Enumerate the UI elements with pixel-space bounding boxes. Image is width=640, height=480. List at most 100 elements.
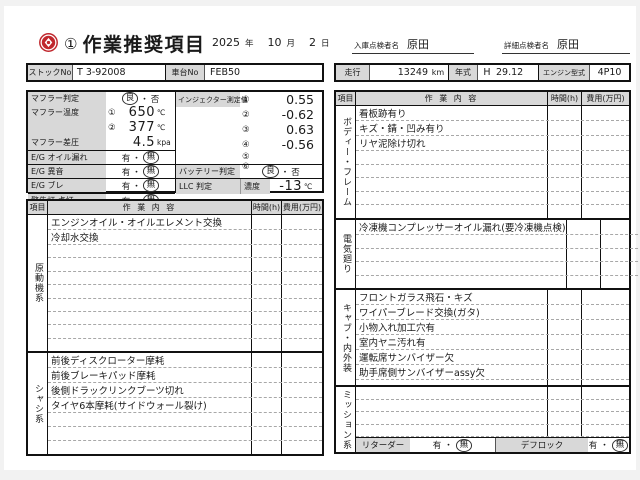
cost-cell [282,258,322,270]
cost-cell [601,276,640,289]
injector-row: ⑥ [176,162,322,172]
col-cost-header: 費用(万円) [586,94,625,103]
injector-row: インジェクター測定値 ① 0.55 [176,92,322,107]
eg-noise-label: E/G 異音 [28,165,106,178]
col-content-header: 作 業 内 容 [48,201,252,214]
difflock-label: デフロック [496,438,588,452]
work-row-text: 小物入れ加工穴有 [356,320,548,334]
work-row-empty [356,151,629,165]
time-cell [252,413,282,426]
work-row-text: 後側ドラックリンクブーツ切れ [48,383,252,397]
col-cost-header: 費用(万円) [282,203,322,212]
injector-no: ④ [242,139,250,150]
cost-cell [582,412,629,424]
work-row: タイヤ6本摩耗(サイドウォール裂け) [48,398,322,413]
work-row-text: フロントガラス飛石・キズ [356,290,548,304]
model-year-era: H [483,67,491,78]
work-row-empty [356,178,629,192]
title-number: ① [64,34,78,53]
cost-cell [582,400,629,412]
cost-cell [582,320,629,334]
chassis-no-label: 車台No [165,65,205,80]
time-cell [252,215,282,229]
llc-judge-row: LLC 判定 濃度 -13 ℃ [176,178,322,194]
temp-2-unit: ℃ [157,123,166,132]
injector-value: -0.62 [281,107,314,122]
work-row-text [356,262,567,275]
work-row-text [48,285,252,298]
date-month-suffix: 月 [286,39,296,49]
battery-judge-label: バッテリー判定 [176,165,240,178]
time-cell [548,121,582,135]
work-row-text: タイヤ6本摩耗(サイドウォール裂け) [48,398,252,412]
eg-oil-value: 有 ・ 無 [106,151,175,164]
work-row-text [48,338,252,351]
cost-cell [282,353,322,367]
time-cell [252,271,282,285]
work-row-text [356,412,548,424]
work-row: 後側ドラックリンクブーツ切れ [48,383,322,398]
muffler-temp-label-spacer [28,120,106,135]
work-row: リヤ泥除け切れ [356,136,629,151]
eg-oil-row: E/G オイル漏れ 有 ・ 無 [28,150,175,164]
eg-noise-value: 有 ・ 無 [106,165,175,178]
section-cab-label: キャブ・内外装 [336,290,356,385]
temp-1-no: ① [108,107,116,118]
opt-yes: 有 [432,441,442,451]
battery-judge-row: バッテリー判定 良 ・ 否 [176,164,322,178]
work-row: 前後ディスクローター摩耗 [48,353,322,368]
time-cell [548,205,582,218]
injector-label: インジェクター測定値 [176,92,248,107]
cost-cell [582,425,629,437]
opt-yes: 有 [121,181,131,192]
opt-no-circled: 無 [142,179,160,192]
section-engine: 原動機系 エンジンオイル・オイルエレメント交換 冷却水交換 [28,215,322,351]
cost-cell [582,151,629,164]
time-cell [252,230,282,244]
cost-cell [282,368,322,382]
section-mission-rows: リターダー 有 ・ 無 デフロック 有 ・ 無 [356,387,629,452]
intake-inspector-name: 原田 [407,38,429,51]
cost-cell [282,312,322,324]
time-cell [548,164,582,178]
work-row-text [48,271,252,285]
opt-sep: ・ [132,167,141,178]
cost-cell [282,339,322,351]
vehicle-id-box: ストックNo T 3-92008 車台No FEB50 [26,63,324,82]
section-body-frame-label: ボディー・フレーム [336,106,356,218]
work-row-text: キズ・錆・凹み有り [356,121,548,135]
muffler-temp-value-2: ② 377 ℃ [106,120,175,135]
work-row: 運転席サンバイザー欠 [356,350,629,365]
injector-label-spacer [176,137,240,152]
work-row-empty [48,245,322,259]
mileage-unit: km [431,68,445,77]
opt-sep: ・ [132,181,141,192]
work-row-empty [356,191,629,206]
diff-unit: kpa [157,138,171,147]
work-row-text: 助手席側サンバイザーassy欠 [356,365,548,379]
injector-no: ⑤ [242,152,250,162]
llc-unit: ℃ [304,182,313,191]
injector-value: 0.55 [286,92,314,107]
opt-yes: 有 [121,167,131,178]
work-row-text [356,191,548,205]
section-body-frame-rows: 看板跡有り キズ・錆・凹み有り リヤ泥除け切れ [356,106,629,218]
detail-inspector-field: 詳細点検者名 原田 [502,34,630,54]
work-row-empty [48,285,322,299]
intake-inspector-field: 入庫点検者名 原田 [352,34,474,54]
time-cell [252,368,282,382]
work-row-empty [48,271,322,286]
section-chassis-label: シャシ系 [28,353,48,454]
work-row-text [356,164,548,178]
opt-yes: 有 [588,441,598,451]
muffler-temp-label: マフラー温度 [28,105,106,120]
work-row: 冷却水交換 [48,230,322,245]
work-row-empty [48,298,322,312]
work-row-empty [356,262,640,276]
muffler-temp-row-2: ② 377 ℃ [28,120,175,135]
section-mission-label: ミッション系 [336,387,356,452]
work-row-text [48,258,252,271]
work-row-text: リヤ泥除け切れ [356,136,548,150]
work-row-text [356,380,548,385]
cost-cell [282,230,322,244]
